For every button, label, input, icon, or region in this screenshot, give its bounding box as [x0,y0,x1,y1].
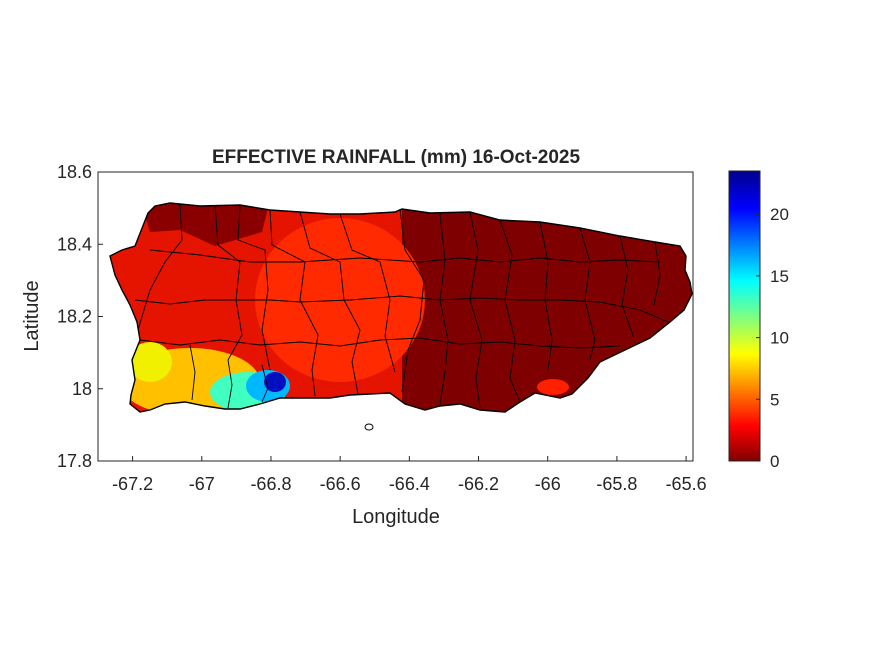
rainfall-northwest-corner [140,203,270,246]
colorbar-tick-label: 10 [770,329,789,348]
x-tick-label: -65.8 [596,474,637,494]
x-tick-label: -67 [189,474,215,494]
rainfall-peak [264,372,286,392]
municipal-boundaries [134,203,669,409]
x-tick-label: -66.4 [389,474,430,494]
colorbar-tick-label: 0 [770,452,779,471]
y-tick-label: 18.2 [57,307,92,327]
y-tick-label: 17.8 [57,451,92,471]
x-axis-label: Longitude [352,506,440,528]
island-map [110,203,692,412]
rainfall-east-spot [537,379,569,395]
y-axis-label: Latitude [21,280,43,351]
y-tick-label: 18.4 [57,234,92,254]
x-tick-label: -66 [535,474,561,494]
chart-title: EFFECTIVE RAINFALL (mm) 16-Oct-2025 [212,147,581,168]
y-tick-label: 18 [72,379,92,399]
x-tick-label: -66.8 [250,474,291,494]
colorbar-tick-label: 5 [770,390,779,409]
colorbar [728,170,761,462]
rainfall-southwest-edge [128,342,172,382]
x-tick-label: -66.6 [320,474,361,494]
colorbar-ticks: 0 5 10 15 20 [756,205,789,471]
x-axis: -67.2 -67 -66.8 -66.6 -66.4 -66.2 -66 -65.8 -65.… [112,456,707,494]
y-tick-label: 18.6 [57,162,92,182]
colorbar-tick-label: 20 [770,205,789,224]
y-axis: 17.8 18 18.2 18.4 18.6 [57,162,103,471]
offshore-islet [364,423,374,431]
x-tick-label: -66.2 [458,474,499,494]
colorbar-tick-label: 15 [770,267,789,286]
x-tick-label: -65.6 [666,474,707,494]
x-tick-label: -67.2 [112,474,153,494]
